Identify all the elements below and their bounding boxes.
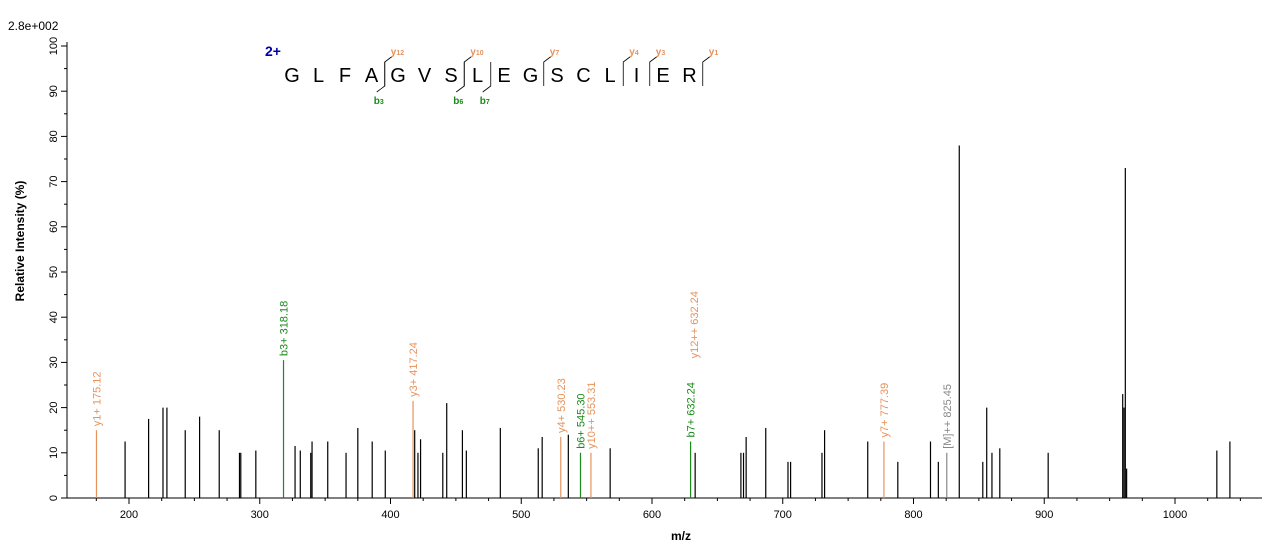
- sequence-residue: C: [576, 65, 590, 87]
- sequence-residue: L: [604, 65, 615, 87]
- b-ion-cleavage-mark: [456, 62, 465, 93]
- sequence-residue: S: [444, 65, 457, 87]
- peak-label: b6+ 545.30: [575, 393, 587, 448]
- y-ion-label: y10: [470, 47, 483, 58]
- y-ion-label: y3: [656, 47, 666, 58]
- y-axis-title: Relative Intensity (%): [13, 181, 27, 302]
- sequence-residue: E: [656, 65, 669, 87]
- sequence-residue: R: [682, 65, 696, 87]
- y-ion-cleavage-mark: [702, 55, 711, 86]
- peak-label: y1+ 175.12: [91, 371, 103, 426]
- peak-label: b7+ 632.24: [686, 382, 698, 437]
- y-tick-label: 20: [48, 401, 60, 413]
- charge-state: 2+: [265, 43, 281, 59]
- y-tick-label: 80: [48, 130, 60, 142]
- y-tick-label: 40: [48, 311, 60, 323]
- x-tick-label: 200: [120, 509, 138, 521]
- sequence-residue: E: [497, 65, 510, 87]
- y-tick-label: 0: [48, 495, 60, 501]
- y-ion-label: y1: [709, 47, 719, 58]
- y-ion-label: y12: [391, 47, 404, 58]
- x-tick-label: 500: [512, 509, 530, 521]
- y-ion-label: y7: [550, 47, 560, 58]
- peak-label: y10++ 553.31: [586, 382, 598, 449]
- peak-label: b3+ 318.18: [279, 301, 291, 356]
- y-tick-label: 30: [48, 356, 60, 368]
- y-ion-number: 7: [555, 50, 559, 57]
- sequence-residue: G: [284, 65, 300, 87]
- x-tick-label: 300: [251, 509, 269, 521]
- sequence-residue: A: [365, 65, 379, 87]
- x-tick-label: 1000: [1163, 509, 1187, 521]
- peaks: [95, 145, 1231, 498]
- axes: 0 10 20 30 40 50 60 70 80 90 100 200 300 400 500 600 700…: [48, 37, 1262, 521]
- x-tick-label: 900: [1035, 509, 1053, 521]
- sequence-residue: S: [550, 65, 563, 87]
- x-tick-label: 600: [643, 509, 661, 521]
- peak-label: y12++ 632.24: [689, 291, 701, 358]
- sequence-residue: G: [390, 65, 406, 87]
- y-tick-label: 50: [48, 266, 60, 278]
- sequence-residue: G: [523, 65, 539, 87]
- sequence-residue: V: [418, 65, 432, 87]
- y-ion-number: 10: [476, 50, 484, 57]
- sequence-residue: F: [339, 65, 351, 87]
- y-tick-label: 60: [48, 221, 60, 233]
- x-tick-label: 800: [904, 509, 922, 521]
- sequence-residue: L: [313, 65, 324, 87]
- b-ion-number: 7: [486, 99, 490, 106]
- y-tick-label: 10: [48, 447, 60, 459]
- b-ion-number: 3: [380, 99, 384, 106]
- b-ion-cleavage-mark: [376, 62, 386, 93]
- peak-label: [M]++ 825.45: [942, 384, 954, 449]
- peak-label: y3+ 417.24: [408, 342, 420, 397]
- sequence-residue: L: [472, 65, 483, 87]
- y-tick-label: 100: [48, 37, 60, 55]
- peak-label: y7+ 777.39: [879, 383, 891, 438]
- y-ion-label: y4: [629, 47, 639, 58]
- y-ion-cleavage-mark: [649, 55, 658, 86]
- b-ion-label: b3: [374, 96, 384, 107]
- intensity-scale-label: 2.8e+002: [8, 19, 59, 33]
- y-ion-cleavage-mark: [543, 55, 552, 86]
- b-ion-cleavage-mark: [482, 62, 492, 93]
- y-ion-cleavage-mark: [622, 55, 632, 86]
- peak-labels: y1+ 175.12 b3+ 318.18 y3+ 417.24 y4+ 530.23…: [91, 291, 953, 449]
- y-ion-number: 12: [396, 50, 404, 57]
- b-ion-label: b6: [453, 96, 463, 107]
- b-ion-label: b7: [480, 96, 490, 107]
- y-ion-number: 3: [661, 50, 665, 57]
- peak-label: y4+ 530.23: [556, 378, 568, 433]
- y-ion-number: 1: [714, 50, 718, 57]
- x-tick-label: 700: [774, 509, 792, 521]
- y-ion-number: 4: [635, 50, 639, 57]
- y-tick-label: 90: [48, 85, 60, 97]
- sequence-residue: I: [634, 65, 640, 87]
- y-tick-label: 70: [48, 175, 60, 187]
- x-axis-title: m/z: [671, 529, 691, 543]
- x-tick-label: 400: [381, 509, 399, 521]
- b-ion-number: 6: [459, 99, 463, 106]
